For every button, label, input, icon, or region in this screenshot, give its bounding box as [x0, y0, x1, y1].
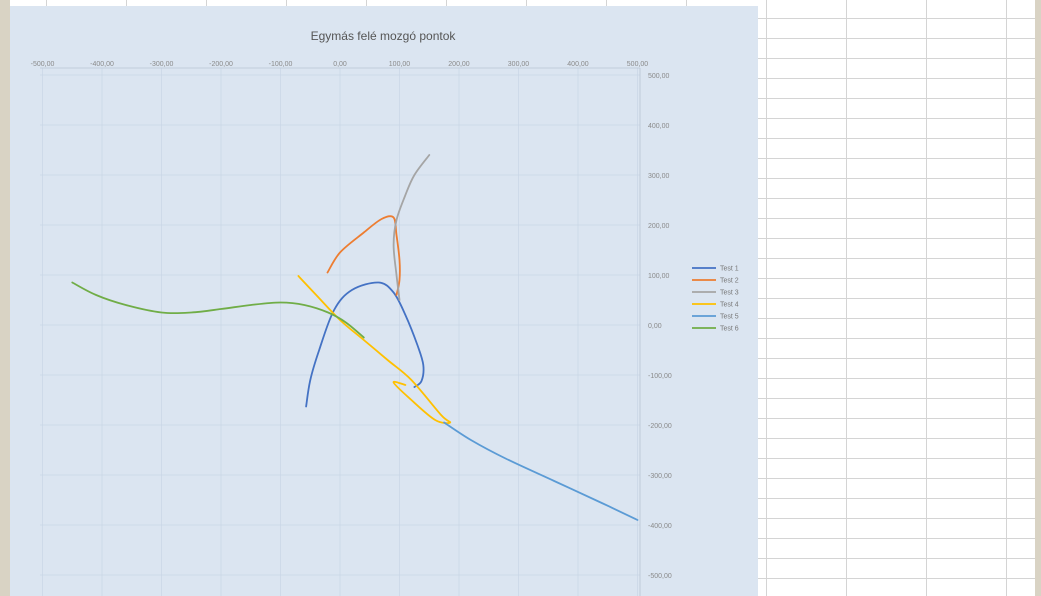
y-tick-label: -100,00 — [648, 373, 672, 380]
x-tick-label: 0,00 — [333, 61, 347, 68]
legend-label: Test 4 — [720, 302, 739, 309]
y-tick-label: -500,00 — [648, 573, 672, 580]
series-line-test-1 — [305, 281, 425, 408]
series-line-test-5 — [443, 421, 639, 521]
y-tick-label: 500,00 — [648, 73, 670, 80]
y-tick-label: 100,00 — [648, 273, 670, 280]
legend-label: Test 6 — [720, 326, 739, 333]
x-tick-label: -200,00 — [209, 61, 233, 68]
series-line-test-3 — [392, 154, 431, 301]
x-tick-label: -500,00 — [31, 61, 55, 68]
x-axis-ticks: -500,00 -400,00 -300,00 -200,00 -100,00 0,00 1… — [31, 61, 649, 68]
x-tick-label: 200,00 — [448, 61, 470, 68]
y-tick-label: 200,00 — [648, 223, 670, 230]
legend: Test 1 Test 2 Test 3 Test 4 Test 5 Test 6 — [692, 266, 739, 333]
y-tick-label: -200,00 — [648, 423, 672, 430]
legend-label: Test 5 — [720, 314, 739, 321]
x-tick-label: 500,00 — [627, 61, 649, 68]
y-tick-label: 400,00 — [648, 123, 670, 130]
y-axis-ticks: 500,00 400,00 300,00 200,00 100,00 0,00 -100,0… — [648, 73, 672, 580]
series-lines — [71, 154, 639, 521]
y-tick-label: -300,00 — [648, 473, 672, 480]
x-tick-label: -400,00 — [90, 61, 114, 68]
legend-label: Test 2 — [720, 278, 739, 285]
legend-label: Test 1 — [720, 266, 739, 273]
x-tick-label: -100,00 — [269, 61, 293, 68]
chart-area[interactable] — [10, 6, 758, 596]
chart-title: Egymás felé mozgó pontok — [311, 29, 457, 43]
gridlines — [40, 67, 641, 596]
x-tick-label: 100,00 — [389, 61, 411, 68]
series-line-test-6 — [71, 281, 365, 339]
x-tick-label: 400,00 — [567, 61, 589, 68]
series-line-test-2 — [326, 215, 401, 296]
x-tick-label: 300,00 — [508, 61, 530, 68]
y-tick-label: 0,00 — [648, 323, 662, 330]
y-tick-label: -400,00 — [648, 523, 672, 530]
legend-label: Test 3 — [720, 290, 739, 297]
y-tick-label: 300,00 — [648, 173, 670, 180]
x-tick-label: -300,00 — [150, 61, 174, 68]
